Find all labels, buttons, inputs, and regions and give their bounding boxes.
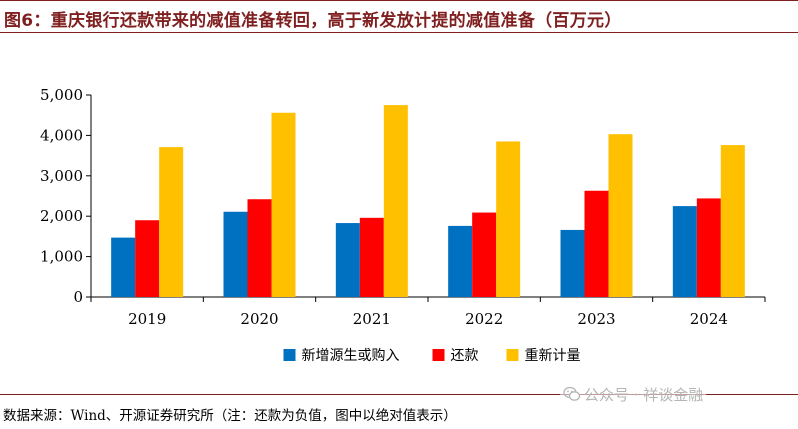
bar-2021-1: [335, 223, 360, 297]
title-bar: 图6：重庆银行还款带来的减值准备转回，高于新发放计提的减值准备（百万元）: [0, 0, 798, 33]
watermark-text: 公众号 · 祥谈金融: [584, 386, 704, 404]
bar-2022-2: [472, 212, 497, 297]
bar-2023-2: [584, 190, 609, 297]
bar-2020-1: [223, 211, 248, 297]
bar-2022-1: [448, 225, 473, 297]
bar-2020-3: [271, 112, 296, 297]
source-row: 数据来源：Wind、开源证券研究所（注：还款为负值，图中以绝对值表示）: [0, 394, 798, 429]
bar-2023-3: [608, 134, 633, 297]
x-tick-label: 2023: [577, 310, 615, 328]
bar-2019-2: [135, 220, 160, 297]
bar-chart: 0 1,000 2,000 3,000 4,000 5,000 2019 2020 2021 20…: [40, 86, 766, 364]
legend-label: 新增源生或购入: [302, 348, 400, 364]
bar-2023-1: [560, 229, 585, 297]
bar-2024-3: [720, 145, 745, 297]
x-tick-label: 2019: [128, 310, 166, 328]
legend-label: 重新计量: [525, 348, 581, 364]
bar-2019-1: [111, 237, 136, 297]
legend-swatch: [506, 349, 519, 361]
legend-label: 还款: [451, 348, 479, 364]
x-tick-label: 2021: [353, 310, 391, 328]
x-tick-label: 2022: [465, 310, 503, 328]
watermark: 公众号 · 祥谈金融: [560, 384, 707, 405]
y-tick-label: 2,000: [40, 207, 83, 225]
bar-2019-3: [159, 147, 184, 297]
bar-2024-2: [696, 198, 721, 297]
y-tick-label: 1,000: [40, 248, 83, 266]
bar-2022-3: [496, 141, 521, 297]
legend-swatch: [283, 349, 296, 361]
x-tick-label: 2020: [240, 310, 278, 328]
bar-2021-3: [383, 105, 408, 297]
wechat-icon: [563, 386, 581, 401]
bar-2024-1: [672, 206, 697, 297]
y-tick-label: 0: [73, 288, 83, 306]
y-tick-label: 5,000: [40, 86, 83, 104]
bar-2020-2: [247, 199, 272, 297]
y-tick-label: 3,000: [40, 167, 83, 185]
x-tick-label: 2024: [690, 310, 728, 328]
legend-swatch: [432, 349, 445, 361]
source-note: 数据来源：Wind、开源证券研究所（注：还款为负值，图中以绝对值表示）: [3, 408, 457, 424]
y-tick-label: 4,000: [40, 126, 83, 144]
chart-title: 图6：重庆银行还款带来的减值准备转回，高于新发放计提的减值准备（百万元）: [4, 11, 622, 31]
bar-2021-2: [359, 217, 384, 297]
